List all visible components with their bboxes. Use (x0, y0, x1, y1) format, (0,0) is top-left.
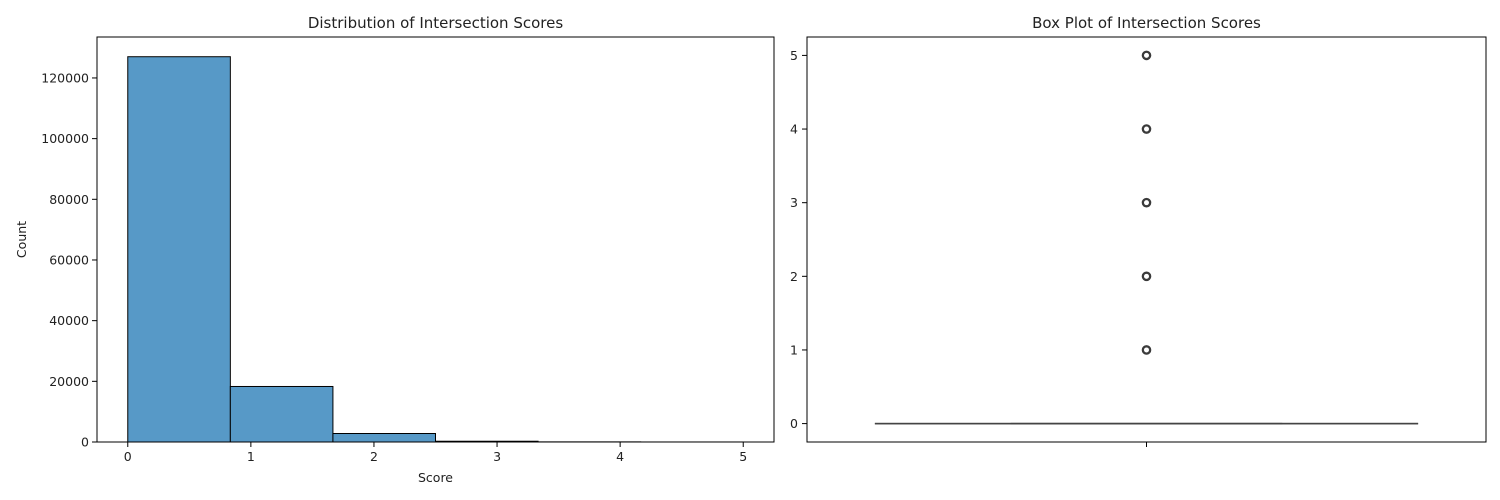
histogram-x-tick-label: 3 (493, 449, 501, 464)
histogram-x-tick-label: 1 (247, 449, 255, 464)
boxplot-outlier-point (1143, 51, 1150, 59)
histogram-x-tick-label: 0 (124, 449, 132, 464)
histogram-y-tick-label: 40000 (49, 313, 89, 328)
histogram-title: Distribution of Intersection Scores (308, 14, 564, 32)
histogram-panel: Distribution of Intersection Scores 0 1 2 3… (14, 14, 775, 485)
histogram-x-tick-label: 5 (739, 449, 747, 464)
boxplot-title: Box Plot of Intersection Scores (1032, 14, 1261, 32)
boxplot-outlier-point (1141, 197, 1152, 208)
boxplot-outlier-point (1141, 345, 1152, 355)
histogram-x-tick-label: 2 (370, 449, 378, 464)
histogram-y-tick-label: 0 (81, 435, 89, 450)
boxplot-y-tick-label: 5 (790, 48, 798, 63)
histogram-y-axis-label: Count (14, 221, 29, 258)
histogram-y-ticks: 0 20000 40000 60000 80000 100000 120000 (41, 70, 97, 450)
boxplot-y-tick-label: 0 (790, 416, 798, 431)
histogram-x-axis-label: Score (418, 470, 453, 485)
boxplot-y-tick-label: 3 (790, 195, 798, 210)
boxplot-outliers (1141, 50, 1152, 355)
histogram-bar (332, 433, 436, 443)
boxplot-y-tick-label: 2 (790, 269, 798, 284)
boxplot-plot-frame (806, 36, 1487, 443)
histogram-bars (127, 56, 744, 443)
boxplot-outlier-point (1143, 346, 1150, 354)
histogram-bar (127, 56, 231, 443)
boxplot-outlier-point (1141, 50, 1152, 61)
histogram-x-ticks: 0 1 2 3 4 5 (124, 442, 747, 464)
histogram-x-tick-label: 4 (616, 449, 624, 464)
histogram-y-tick-label: 120000 (41, 70, 89, 85)
boxplot-panel: Box Plot of Intersection Scores 0 1 2 3 4 5 (790, 14, 1487, 447)
boxplot-outlier-point (1141, 124, 1152, 134)
histogram-bar (229, 385, 334, 443)
histogram-plot-frame (96, 36, 775, 443)
boxplot-y-ticks: 0 1 2 3 4 5 (790, 48, 807, 431)
boxplot-outlier-point (1141, 271, 1152, 282)
boxplot-outlier-point (1143, 125, 1150, 133)
histogram-y-tick-label: 100000 (41, 131, 89, 146)
boxplot-y-tick-label: 4 (790, 122, 798, 137)
boxplot-outlier-point (1143, 199, 1150, 207)
histogram-y-tick-label: 60000 (49, 252, 89, 267)
histogram-y-tick-label: 80000 (49, 192, 89, 207)
boxplot-outlier-point (1143, 272, 1150, 280)
boxplot-y-tick-label: 1 (790, 342, 798, 357)
histogram-y-tick-label: 20000 (49, 374, 89, 389)
